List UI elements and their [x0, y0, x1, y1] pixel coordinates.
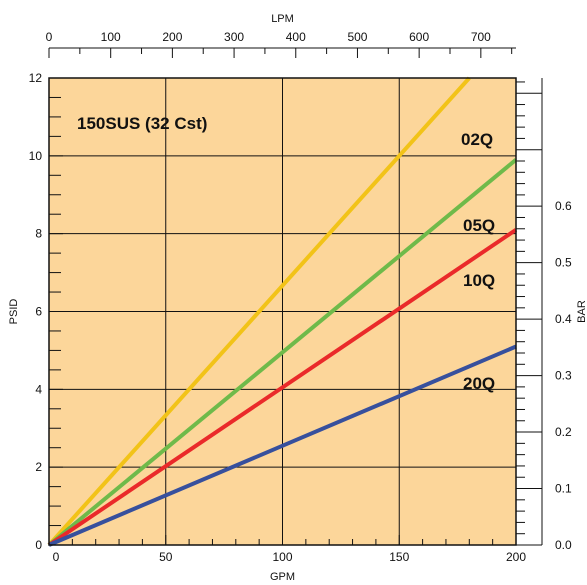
- x2-tick-label: 500: [347, 30, 367, 44]
- series-lines: [47, 76, 518, 547]
- series-label-02Q: 02Q: [461, 130, 493, 149]
- y2-tick-label: 0.6: [555, 199, 572, 213]
- x-tick-label: 100: [272, 550, 292, 564]
- y-tick-label: 12: [29, 71, 43, 85]
- series-label-20Q: 20Q: [463, 374, 495, 393]
- x-tick-label: 150: [389, 550, 409, 564]
- x2-tick-label: 300: [224, 30, 244, 44]
- y-tick-label: 2: [35, 460, 42, 474]
- y-tick-label: 0: [35, 538, 42, 552]
- grid-lines: [48, 77, 517, 546]
- x-tick-label: 50: [159, 550, 173, 564]
- series-line-20Q: [48, 344, 517, 547]
- y-tick-label: 8: [35, 227, 42, 241]
- y2-tick-label: 0.5: [555, 256, 572, 270]
- y2-tick-label: 0.2: [555, 425, 572, 439]
- plot-frame: [48, 77, 517, 546]
- series-label-10Q: 10Q: [463, 271, 495, 290]
- series-label-05Q: 05Q: [463, 216, 495, 235]
- x2-tick-label: 100: [101, 30, 121, 44]
- series-line-02Q: [47, 76, 471, 547]
- x-tick-label: 0: [53, 550, 60, 564]
- x-tick-label: 200: [506, 550, 526, 564]
- x2-tick-label: 200: [162, 30, 182, 44]
- series-line-05Q: [47, 158, 518, 547]
- y-tick-label: 4: [35, 382, 42, 396]
- viscosity-annotation: 150SUS (32 Cst): [77, 114, 207, 133]
- y2-tick-label: 0.4: [555, 312, 572, 326]
- y2-tick-label: 0.3: [555, 369, 572, 383]
- y-tick-label: 10: [29, 149, 43, 163]
- x-axis-title-gpm: GPM: [270, 571, 295, 583]
- tick-labels: 0 50 100 150 200 0 2 4 6 8 10 12 0 100 200 300 400 500 600…: [29, 30, 572, 564]
- y-axis-title-psid: PSID: [8, 299, 20, 325]
- series-line-10Q: [47, 228, 518, 547]
- x2-tick-label: 600: [409, 30, 429, 44]
- x-axis-title-lpm: LPM: [271, 13, 294, 25]
- y-axis-title-bar: BAR: [576, 300, 587, 323]
- y-tick-label: 6: [35, 305, 42, 319]
- x2-tick-label: 400: [286, 30, 306, 44]
- x2-tick-label: 700: [471, 30, 491, 44]
- x2-tick-label: 0: [46, 30, 53, 44]
- y2-tick-label: 0.1: [555, 482, 572, 496]
- y2-tick-label: 0.0: [555, 538, 572, 552]
